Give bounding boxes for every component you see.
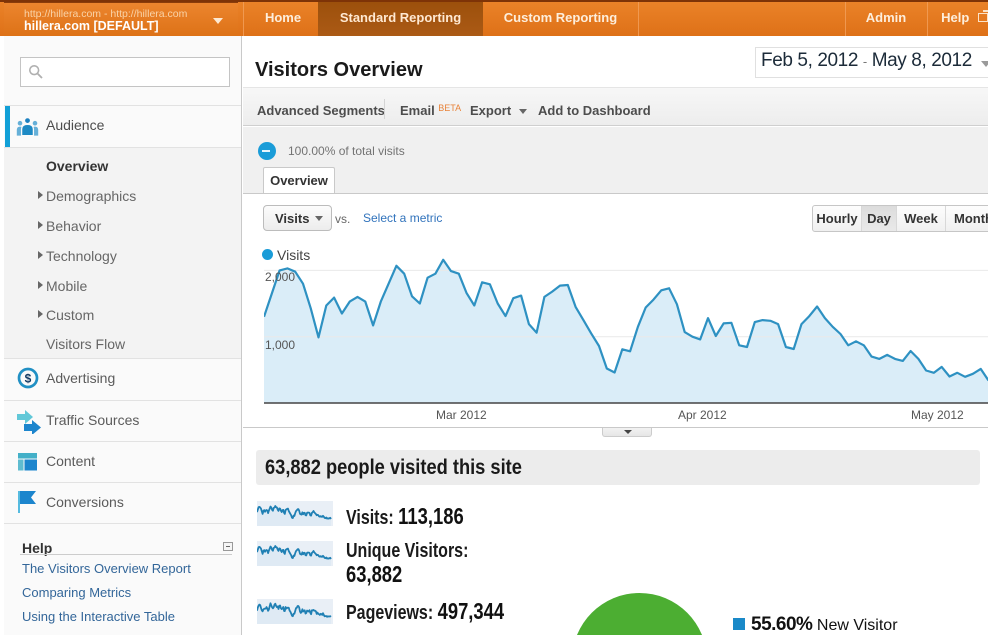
svg-text:$: $ [25, 372, 32, 386]
